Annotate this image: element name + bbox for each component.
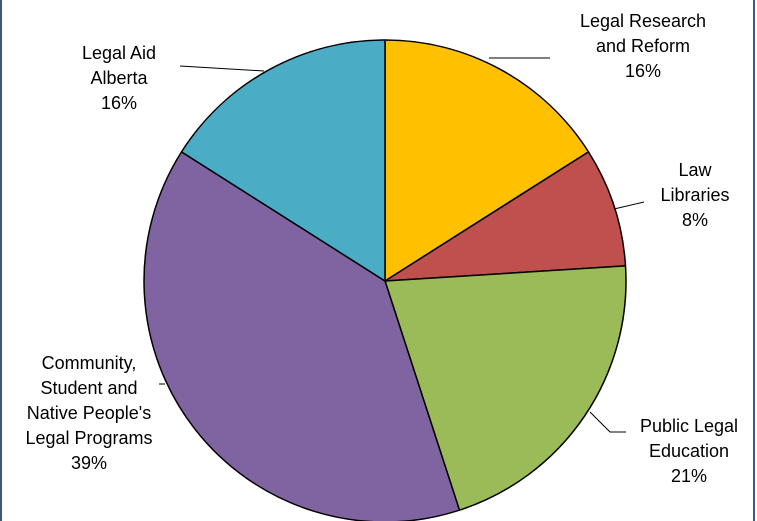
pie-slice-law-libraries xyxy=(384,151,627,282)
data-label-percent: 16% xyxy=(101,93,137,113)
data-label-line: and Reform xyxy=(596,36,690,56)
data-label-line: Student and xyxy=(40,378,137,398)
data-label-percent: 16% xyxy=(625,61,661,81)
data-label-line: Libraries xyxy=(660,185,729,205)
data-label-line: Legal Aid xyxy=(82,43,156,63)
data-label-line: Legal Programs xyxy=(25,428,152,448)
data-label-percent: 8% xyxy=(682,210,708,230)
data-label-percent: 39% xyxy=(71,453,107,473)
data-label-line: Education xyxy=(649,441,729,461)
data-label-line: Community, xyxy=(42,353,137,373)
leader-line-law-libraries xyxy=(613,201,645,210)
data-label-line: Native People's xyxy=(27,403,152,423)
data-label-community-student-and-native-people-s-legal-programs: Community, Student and Native People's Lega… xyxy=(25,353,152,473)
data-label-law-libraries: Law Libraries 8% xyxy=(660,160,729,230)
leader-line-public-legal-education xyxy=(589,411,626,433)
data-label-line: Alberta xyxy=(90,68,148,88)
data-label-percent: 21% xyxy=(671,466,707,486)
data-label-line: Law xyxy=(678,160,712,180)
pie-slice-legal-research-and-reform xyxy=(384,39,590,282)
data-label-legal-aid-alberta: Legal Aid Alberta 16% xyxy=(82,43,156,113)
pie-slice-public-legal-education xyxy=(384,265,627,511)
data-label-line: Legal Research xyxy=(580,11,706,31)
leader-line-legal-aid-alberta xyxy=(179,65,265,72)
data-label-legal-research-and-reform: Legal Research and Reform 16% xyxy=(580,11,706,81)
data-label-public-legal-education: Public Legal Education 21% xyxy=(640,416,738,486)
pie-slice-community-student-and-native-people-s-legal-programs xyxy=(143,151,461,521)
data-label-line: Public Legal xyxy=(640,416,738,436)
pie-slice-legal-aid-alberta xyxy=(180,39,386,282)
